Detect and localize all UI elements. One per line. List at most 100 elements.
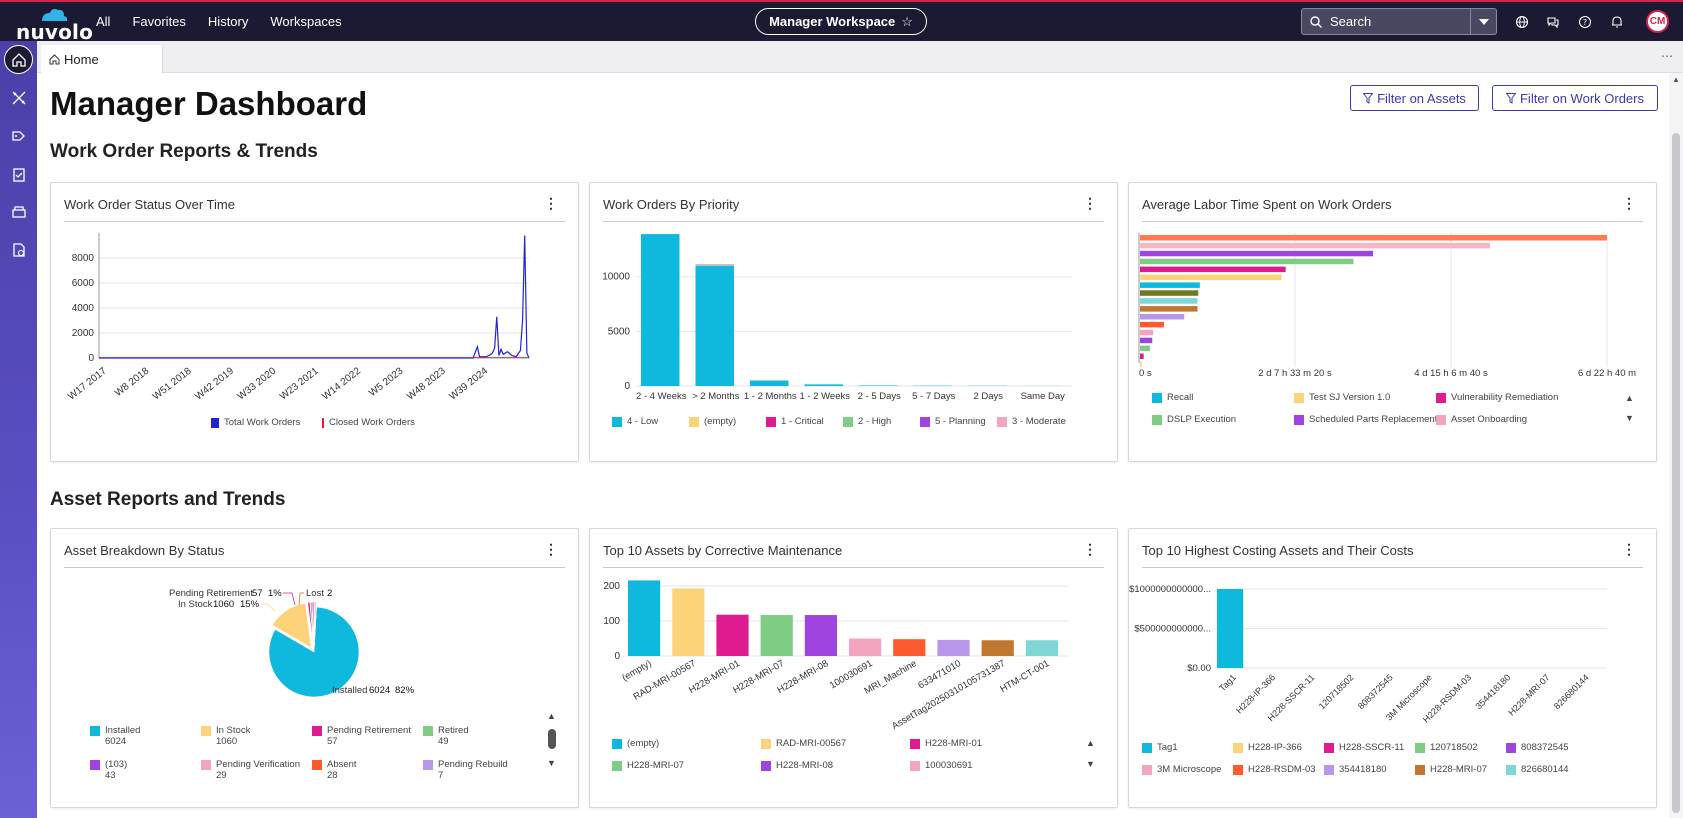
legend-scroll-down-icon[interactable]: ▼	[1086, 759, 1095, 769]
y-tick-label: 8000	[72, 253, 95, 264]
legend-item[interactable]: H228-SSCR-11	[1324, 742, 1404, 753]
bell-icon[interactable]	[1607, 12, 1627, 32]
legend-item[interactable]: Total Work Orders	[211, 417, 300, 428]
help-icon[interactable]: ?	[1575, 12, 1595, 32]
legend-scroll-down-icon[interactable]: ▼	[547, 758, 556, 768]
legend-item[interactable]: (103) 43	[90, 759, 127, 781]
legend-item[interactable]: H228-MRI-07	[1415, 764, 1487, 775]
legend-item[interactable]: Pending Rebuild 7	[423, 759, 508, 781]
cloud-logo-icon	[42, 9, 68, 21]
bar	[1140, 345, 1150, 352]
legend-item[interactable]: 2 - High	[843, 416, 891, 427]
tags-icon[interactable]	[4, 121, 33, 150]
top-nav: All Favorites History Workspaces	[96, 2, 364, 41]
document-check-icon[interactable]	[4, 235, 33, 264]
legend-swatch	[612, 417, 622, 427]
scrollbar-thumb[interactable]	[1672, 133, 1680, 813]
nuvolo-logo[interactable]: nuvolo	[14, 7, 93, 44]
tools-icon[interactable]	[4, 83, 33, 112]
callout-pct: 1%	[268, 588, 282, 599]
search-input[interactable]: Search	[1330, 14, 1372, 29]
card-menu-icon[interactable]: ⋮	[1083, 541, 1097, 557]
legend-scroll-up-icon[interactable]: ▲	[1625, 393, 1634, 403]
legend-item[interactable]: H228-MRI-07	[612, 760, 684, 771]
global-search[interactable]: Search	[1301, 8, 1497, 35]
nav-favorites[interactable]: Favorites	[132, 14, 186, 29]
card-menu-icon[interactable]: ⋮	[544, 195, 558, 211]
chat-icon[interactable]	[1543, 12, 1563, 32]
inventory-icon[interactable]	[4, 197, 33, 226]
legend-item[interactable]: 808372545	[1506, 742, 1569, 753]
nav-history[interactable]: History	[207, 14, 249, 29]
legend-item[interactable]: DSLP Execution	[1152, 414, 1236, 425]
card-menu-icon[interactable]: ⋮	[1083, 195, 1097, 211]
bar	[893, 639, 926, 656]
legend-item[interactable]: 826680144	[1506, 764, 1569, 775]
page-scrollbar[interactable]: ▲	[1669, 73, 1683, 818]
legend-label: (empty)	[627, 738, 660, 749]
card-menu-icon[interactable]: ⋮	[544, 541, 558, 557]
filter-assets-button[interactable]: Filter on Assets	[1350, 85, 1479, 111]
x-tick-label: Same Day	[1021, 391, 1066, 402]
avatar[interactable]: CM	[1646, 10, 1669, 33]
legend-item[interactable]: (empty)	[612, 738, 659, 749]
legend-label: Test SJ Version 1.0	[1309, 392, 1391, 403]
clipboard-check-icon[interactable]	[4, 159, 33, 188]
legend-item[interactable]: (empty)	[689, 416, 736, 427]
legend-item[interactable]: RAD-MRI-00567	[761, 738, 846, 749]
scroll-up-icon[interactable]: ▲	[1672, 75, 1680, 84]
legend-item[interactable]: Pending Verification 29	[201, 759, 300, 781]
legend-item[interactable]: 1 - Critical	[766, 416, 824, 427]
callout-line	[283, 592, 296, 606]
legend-item[interactable]: Scheduled Parts Replacement	[1294, 414, 1437, 425]
tab-more-icon[interactable]: ⋯	[1661, 49, 1673, 63]
legend-item[interactable]: Absent 28	[312, 759, 357, 781]
y-tick-label: 2000	[72, 328, 95, 339]
card-menu-icon[interactable]: ⋮	[1622, 195, 1636, 211]
workspace-pill[interactable]: Manager Workspace ☆	[755, 8, 927, 35]
legend-item[interactable]: Recall	[1152, 392, 1193, 403]
bar	[1140, 353, 1144, 359]
globe-icon[interactable]	[1512, 12, 1532, 32]
nav-all[interactable]: All	[96, 14, 111, 29]
star-icon[interactable]: ☆	[901, 13, 913, 29]
legend-item[interactable]: 4 - Low	[612, 416, 658, 427]
legend-item[interactable]: 3M Microscope	[1142, 764, 1221, 775]
filter-work-orders-label: Filter on Work Orders	[1519, 90, 1644, 106]
legend-item[interactable]: Pending Retirement 57	[312, 725, 411, 747]
legend-item[interactable]: 5 - Planning	[920, 416, 986, 427]
legend-item[interactable]: Retired 49	[423, 725, 469, 747]
legend-item[interactable]: Closed Work Orders	[322, 417, 415, 428]
legend-item[interactable]: Asset Onboarding	[1436, 414, 1527, 425]
search-dropdown-icon[interactable]	[1470, 9, 1496, 34]
bar	[1140, 321, 1164, 328]
legend-item[interactable]: Tag1	[1142, 742, 1178, 753]
legend-item[interactable]: 3 - Moderate	[997, 416, 1066, 427]
legend-item[interactable]: H228-MRI-01	[910, 738, 982, 749]
legend-item[interactable]: Test SJ Version 1.0	[1294, 392, 1390, 403]
legend-item[interactable]: H228-IP-366	[1233, 742, 1302, 753]
legend-item[interactable]: Installed 6024	[90, 725, 140, 747]
nav-workspaces[interactable]: Workspaces	[270, 14, 342, 29]
tab-home[interactable]: Home	[41, 45, 163, 74]
legend-label: H228-MRI-07	[1430, 764, 1488, 775]
card-divider	[1142, 221, 1643, 222]
legend-scroll-up-icon[interactable]: ▲	[547, 711, 556, 721]
legend-label: Vulnerability Remediation	[1451, 392, 1559, 403]
filter-work-orders-button[interactable]: Filter on Work Orders	[1492, 85, 1658, 111]
legend-item[interactable]: 120718502	[1415, 742, 1478, 753]
legend-item[interactable]: In Stock 1060	[201, 725, 250, 747]
legend-item[interactable]: H228-RSDM-03	[1233, 764, 1316, 775]
legend-item[interactable]: 354418180	[1324, 764, 1387, 775]
legend-item[interactable]: 100030691	[910, 760, 973, 771]
card-menu-icon[interactable]: ⋮	[1622, 541, 1636, 557]
legend-item[interactable]: H228-MRI-08	[761, 760, 833, 771]
home-icon[interactable]	[4, 45, 33, 74]
legend-scroll-up-icon[interactable]: ▲	[1086, 738, 1095, 748]
legend-scrollbar[interactable]	[548, 729, 556, 749]
legend-swatch	[612, 761, 622, 771]
legend-scroll-down-icon[interactable]: ▼	[1625, 413, 1634, 423]
y-tick-label: 0	[614, 651, 620, 662]
legend-swatch	[312, 726, 322, 736]
legend-item[interactable]: Vulnerability Remediation	[1436, 392, 1558, 403]
